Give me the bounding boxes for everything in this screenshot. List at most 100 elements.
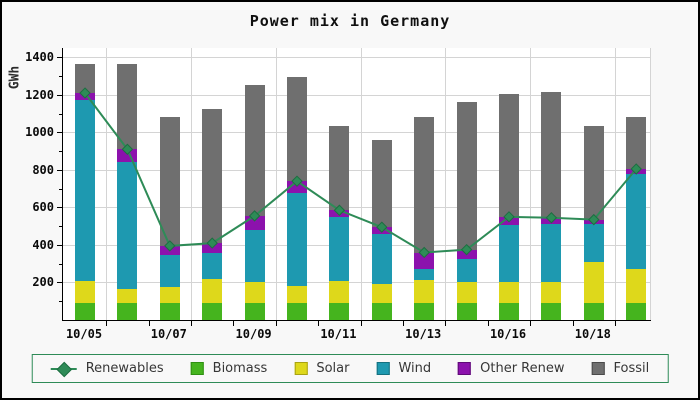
bar-segment-biomass [117, 303, 138, 320]
bar-segment-other-renew [202, 243, 223, 254]
chart-title: Power mix in Germany [249, 12, 451, 30]
bar-segment-wind [541, 224, 562, 282]
bar-segment-biomass [626, 303, 647, 320]
x-tick [106, 321, 108, 326]
bar-segment-wind [117, 161, 138, 290]
y-tick-label: 1200 [25, 87, 54, 102]
legend-swatch-icon [591, 362, 605, 375]
y-gridline [63, 207, 651, 209]
stacked-bar [287, 48, 307, 320]
bar-segment-biomass [159, 303, 180, 320]
plot-area [57, 48, 651, 326]
stacked-bar [75, 48, 95, 320]
y-gridline [63, 94, 651, 96]
stacked-bar [244, 48, 265, 320]
bar-segment-solar [202, 278, 223, 304]
y-minor-tick [59, 301, 63, 303]
stacked-bar [456, 48, 477, 320]
y-tick-label: 600 [32, 200, 54, 215]
y-tick-label: 800 [32, 162, 54, 177]
y-tick-label: 1400 [25, 50, 54, 65]
bar-segment-solar [626, 269, 647, 304]
bar-segment-other-renew [244, 215, 265, 230]
bar-segment-solar [329, 280, 350, 304]
y-major-tick [57, 282, 63, 284]
legend-item-biomass: Biomass [190, 361, 268, 376]
x-tick-label: 10/11 [320, 327, 357, 341]
v-gridline [445, 48, 447, 320]
x-tick [275, 321, 277, 326]
legend-label: Biomass [212, 361, 268, 376]
bar-segment-solar [499, 281, 519, 304]
legend-swatch-icon [458, 362, 472, 375]
y-major-tick [57, 132, 63, 134]
legend-item-other-renew: Other Renew [458, 361, 565, 376]
stacked-bar [626, 48, 647, 320]
stacked-bar [414, 48, 435, 320]
stacked-bar [541, 48, 562, 320]
stacked-bar [202, 48, 223, 320]
bar-segment-solar [244, 281, 265, 304]
bar-segment-solar [117, 289, 138, 304]
bar-segment-wind [456, 259, 477, 282]
renewables-line-layer [79, 87, 642, 259]
bar-segment-biomass [75, 303, 95, 320]
y-tick-label: 1000 [25, 125, 54, 140]
bar-segment-fossil [287, 77, 307, 182]
legend-label: Other Renew [480, 361, 565, 376]
x-tick [615, 321, 616, 326]
bar-segment-fossil [541, 92, 562, 218]
v-gridline [615, 48, 616, 320]
legend-item-renewables: Renewables [50, 361, 164, 378]
bar-segment-fossil [583, 125, 604, 220]
y-major-tick [57, 169, 63, 171]
y-major-tick [57, 244, 63, 246]
bar-segment-biomass [244, 303, 265, 320]
bar-segment-wind [159, 255, 180, 288]
y-minor-tick [59, 76, 63, 78]
bar-segment-other-renew [414, 252, 435, 270]
y-minor-tick [59, 113, 63, 115]
x-tick [360, 321, 362, 326]
bar-segment-wind [371, 233, 392, 285]
y-major-tick [57, 207, 63, 209]
legend-item-fossil: Fossil [591, 361, 649, 376]
legend-label: Renewables [85, 361, 164, 376]
bar-segment-biomass [371, 303, 392, 320]
bar-segment-other-renew [499, 216, 519, 226]
bar-segment-wind [499, 225, 519, 282]
y-minor-tick [59, 188, 63, 190]
stacked-bar [159, 48, 180, 320]
y-minor-tick [59, 263, 63, 265]
v-gridline-right [650, 48, 651, 320]
y-gridline [63, 57, 651, 59]
bar-segment-solar [583, 261, 604, 304]
bar-segment-fossil [499, 94, 519, 217]
y-major-tick [57, 57, 63, 59]
bar-segment-solar [414, 279, 435, 304]
legend-label: Solar [316, 361, 350, 376]
x-tick-label: 10/18 [574, 327, 611, 341]
bar-segment-fossil [414, 117, 435, 253]
bar-segment-solar [159, 287, 180, 304]
bar-segment-fossil [329, 125, 350, 211]
v-gridline [530, 48, 532, 320]
stacked-bar [117, 48, 138, 320]
bar-segment-solar [371, 284, 392, 304]
bar-segment-biomass [202, 303, 223, 320]
bar-segment-other-renew [159, 245, 180, 256]
chart-legend: Renewables Biomass Solar Wind Other Renew Fos… [31, 354, 669, 383]
bar-segment-fossil [244, 84, 265, 216]
stacked-bar [583, 48, 604, 320]
bar-segment-biomass [541, 303, 562, 320]
x-tick [530, 321, 532, 326]
bar-segment-biomass [329, 303, 350, 320]
x-tick [445, 321, 447, 326]
legend-label: Wind [398, 361, 432, 376]
bar-segment-wind [583, 224, 604, 262]
bar-segment-solar [75, 280, 95, 304]
x-tick [403, 321, 404, 326]
y-minor-tick [59, 226, 63, 228]
bar-segment-biomass [499, 303, 519, 320]
bar-segment-wind [414, 269, 435, 280]
